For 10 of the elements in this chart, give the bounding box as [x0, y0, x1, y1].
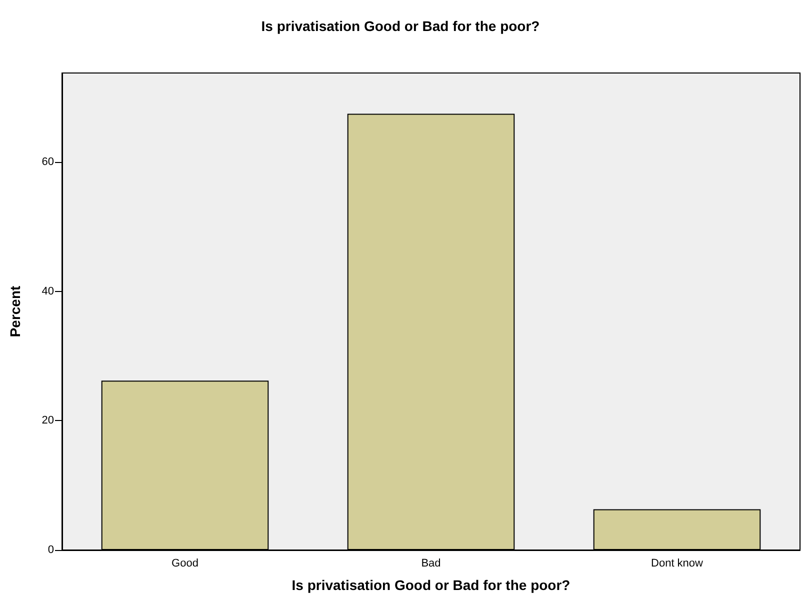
y-tick-label: 60: [42, 156, 54, 168]
y-tick-label: 0: [48, 544, 54, 556]
x-tick-label: Dont know: [651, 558, 704, 570]
y-tick-label: 40: [42, 285, 54, 298]
x-axis-title: Is privatisation Good or Bad for the poor?: [292, 577, 570, 593]
chart-title: Is privatisation Good or Bad for the poor?: [261, 18, 540, 34]
x-tick-label: Good: [172, 558, 198, 570]
y-axis-title: Percent: [7, 285, 23, 338]
y-tick-label: 20: [42, 414, 54, 427]
x-tick-label: Bad: [421, 558, 441, 570]
